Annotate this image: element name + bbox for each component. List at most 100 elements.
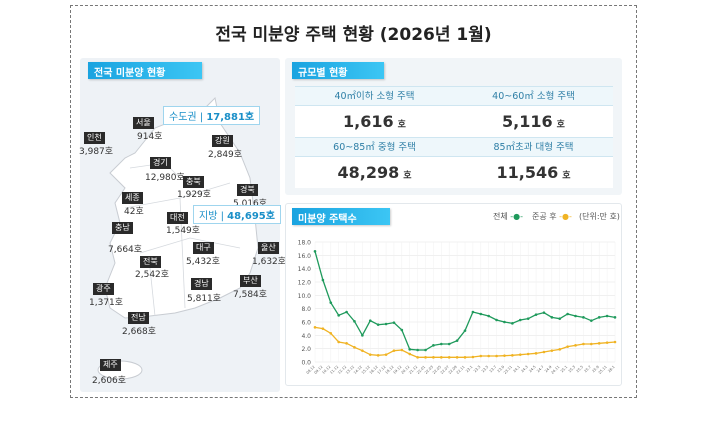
data-point bbox=[518, 318, 522, 322]
legend-unit: (단위:만 호) bbox=[579, 212, 620, 221]
x-tick-label: 22.07 bbox=[440, 365, 450, 375]
data-point bbox=[503, 354, 506, 357]
unit: 호 bbox=[562, 171, 571, 181]
x-tick-label: 21.12 bbox=[408, 365, 418, 375]
region-label: 제주 bbox=[100, 359, 121, 371]
y-tick-label: 12.0 bbox=[298, 280, 312, 287]
data-point bbox=[526, 352, 530, 356]
data-point bbox=[416, 356, 419, 359]
region-value: 5,016호 bbox=[233, 199, 268, 209]
size-label: 40~60㎡ 소형 주택 bbox=[454, 86, 613, 106]
chart-panel-header: 미분양 주택수 bbox=[292, 208, 390, 225]
region-value: 2,606호 bbox=[92, 376, 127, 386]
x-tick-label: 12.12 bbox=[337, 365, 347, 375]
data-point bbox=[455, 339, 459, 342]
legend-total-label: 전체 bbox=[493, 212, 508, 221]
data-point bbox=[400, 348, 404, 352]
region-value: 3,987호 bbox=[79, 147, 114, 157]
x-tick-label: 25.1 bbox=[560, 365, 568, 373]
region-value: 2,542호 bbox=[135, 270, 170, 280]
x-tick-label: 16.12 bbox=[369, 365, 379, 375]
size-grid: 40㎡이하 소형 주택 1,616 호 40~60㎡ 소형 주택 5,116 호 60~… bbox=[295, 86, 613, 188]
region-value: 1,632호 bbox=[252, 257, 287, 267]
x-tick-label: 22.01 bbox=[416, 365, 426, 375]
data-point bbox=[597, 342, 601, 345]
data-point bbox=[408, 352, 412, 356]
x-tick-label: 23.5 bbox=[481, 365, 489, 373]
region-value: 5,432호 bbox=[186, 257, 221, 267]
legend-completed-label: 준공 후 bbox=[532, 212, 557, 221]
capital-area-label: 수도권 bbox=[169, 112, 197, 123]
legend-total: 전체 -●- bbox=[493, 212, 524, 221]
region-label: 충남 bbox=[112, 222, 133, 234]
region-label: 전북 bbox=[140, 256, 161, 268]
data-point bbox=[526, 317, 530, 320]
data-point bbox=[392, 321, 396, 324]
data-point bbox=[408, 348, 412, 351]
data-point bbox=[463, 329, 467, 332]
x-tick-label: 26.1 bbox=[607, 365, 615, 373]
data-point bbox=[376, 354, 380, 357]
region-label: 광주 bbox=[93, 283, 114, 295]
region-value: 42호 bbox=[124, 207, 144, 217]
y-tick-label: 2.0 bbox=[301, 346, 311, 353]
data-point bbox=[487, 314, 490, 318]
region-label: 서울 bbox=[133, 117, 154, 129]
y-tick-label: 16.0 bbox=[298, 253, 312, 260]
data-point bbox=[384, 322, 388, 326]
data-point bbox=[518, 353, 522, 356]
region-label: 인천 bbox=[84, 132, 105, 144]
data-point bbox=[550, 349, 554, 352]
data-point bbox=[368, 353, 372, 356]
region-value: 1,371호 bbox=[89, 298, 124, 308]
data-point bbox=[313, 250, 317, 253]
data-point bbox=[463, 356, 467, 359]
data-point bbox=[345, 342, 348, 345]
x-tick-label: 25.7 bbox=[584, 365, 592, 373]
y-tick-label: 0.0 bbox=[301, 360, 311, 367]
data-point bbox=[511, 322, 514, 325]
data-point bbox=[384, 353, 388, 356]
x-tick-label: 10.12 bbox=[321, 365, 331, 375]
data-point bbox=[605, 314, 609, 318]
data-point bbox=[503, 320, 506, 324]
unit: 호 bbox=[556, 120, 565, 130]
size-label: 40㎡이하 소형 주택 bbox=[295, 86, 454, 106]
data-point bbox=[534, 352, 538, 355]
data-point bbox=[321, 278, 325, 282]
data-point bbox=[329, 332, 333, 335]
size-cell-small-40: 40㎡이하 소형 주택 1,616 호 bbox=[295, 86, 454, 137]
data-point bbox=[613, 340, 617, 344]
data-point bbox=[495, 318, 498, 322]
x-tick-label: 11.12 bbox=[329, 365, 339, 375]
size-cell-large: 85㎡초과 대형 주택 11,546 호 bbox=[454, 137, 613, 188]
data-point bbox=[376, 323, 380, 326]
x-tick-label: 22.09 bbox=[448, 364, 459, 375]
x-tick-label: 24.7 bbox=[536, 365, 544, 373]
data-point bbox=[605, 341, 609, 344]
x-tick-label: 24.3 bbox=[520, 365, 528, 373]
data-point bbox=[447, 356, 451, 359]
data-point bbox=[542, 350, 546, 354]
data-point bbox=[479, 354, 483, 358]
data-point bbox=[447, 342, 451, 346]
region-label: 경기 bbox=[150, 157, 171, 169]
data-point bbox=[400, 328, 404, 332]
data-point bbox=[550, 316, 554, 319]
data-point bbox=[345, 310, 348, 314]
data-point bbox=[361, 349, 364, 352]
data-point bbox=[432, 344, 435, 347]
region-value: 1,549호 bbox=[166, 226, 201, 236]
unsold-housing-chart: 0.0 2.0 4.0 6.0 8.0 10.0 12.0 14.0 16.0 18.0 08.12… bbox=[298, 240, 617, 375]
x-tick-label: 14.12 bbox=[353, 365, 363, 375]
region-value: 914호 bbox=[137, 132, 163, 142]
data-point bbox=[582, 316, 585, 319]
data-point bbox=[487, 354, 490, 358]
provinces-callout: 지방 | 48,695호 bbox=[193, 205, 281, 224]
region-label: 대구 bbox=[193, 242, 214, 254]
x-tick-label: 24.9 bbox=[544, 364, 553, 373]
data-point bbox=[432, 356, 435, 359]
region-label: 강원 bbox=[212, 135, 233, 147]
size-label: 85㎡초과 대형 주택 bbox=[454, 137, 613, 157]
data-point bbox=[471, 310, 475, 314]
